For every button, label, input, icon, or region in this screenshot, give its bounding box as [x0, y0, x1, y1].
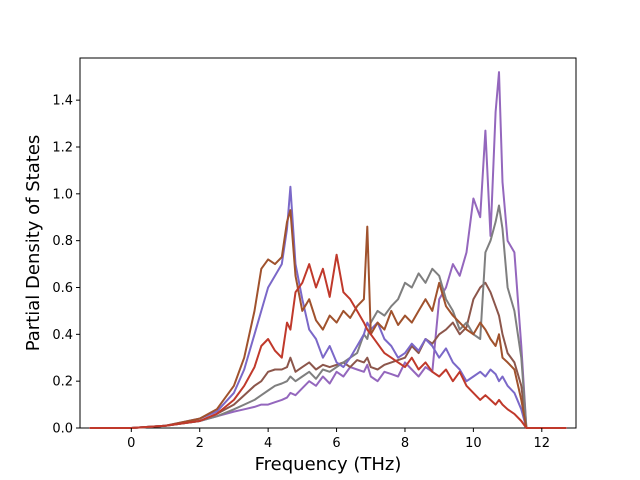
x-tick-label: 4: [264, 436, 272, 451]
y-tick-label: 0.0: [52, 422, 73, 437]
x-tick-label: 6: [332, 436, 340, 451]
y-tick-label: 0.2: [52, 375, 73, 390]
plot-frame: [79, 57, 577, 429]
y-tick-label: 1.2: [52, 140, 73, 155]
y-tick-label: 0.6: [52, 281, 73, 296]
x-axis-title: Frequency (THz): [255, 454, 402, 475]
y-tick-label: 0.8: [52, 234, 73, 249]
series-line-1: [89, 71, 567, 429]
series-line-3: [89, 204, 567, 429]
series-line-6: [89, 253, 567, 429]
series-line-5: [89, 209, 567, 429]
y-axis-title: Partial Density of States: [23, 135, 44, 352]
x-tick-label: 10: [465, 436, 482, 451]
x-tick-label: 2: [196, 436, 204, 451]
plot-area: 0 2 4 6 8 10 12 0.0 0.2 0.4 0.6 0.8 1.0 1.2 1.4: [52, 57, 577, 451]
y-axis-ticks: 0.0 0.2 0.4 0.6 0.8 1.0 1.2 1.4: [52, 94, 80, 437]
series-group: [89, 71, 567, 429]
y-tick-label: 1.4: [52, 94, 73, 109]
x-tick-label: 8: [401, 436, 409, 451]
series-line-2: [89, 281, 567, 429]
x-tick-label: 12: [534, 436, 551, 451]
x-axis-ticks: 0 2 4 6 8 10 12: [127, 428, 550, 451]
x-tick-label: 0: [127, 436, 135, 451]
y-tick-label: 1.0: [52, 187, 73, 202]
y-tick-label: 0.4: [52, 328, 73, 343]
